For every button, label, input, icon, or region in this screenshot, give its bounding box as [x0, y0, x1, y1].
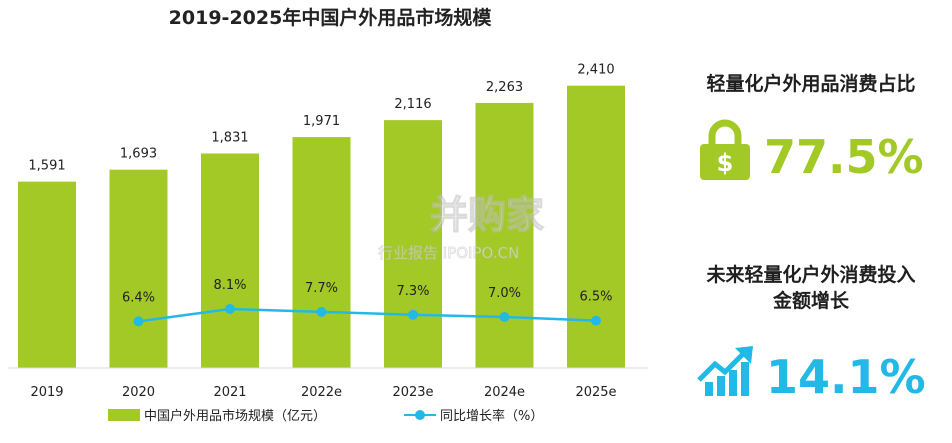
bar-2022e	[292, 137, 351, 368]
legend-line-marker	[415, 410, 425, 420]
bar-label-2025e: 2,410	[577, 63, 614, 78]
bar-label-2021: 1,831	[211, 131, 248, 146]
bar-2021	[201, 153, 259, 368]
growth-label-2023e: 7.3%	[396, 284, 429, 299]
growth-point-2021	[225, 303, 235, 314]
x-tick-2021: 2021	[213, 385, 246, 400]
x-tick-2020: 2020	[122, 385, 155, 400]
growth-point-2025e	[591, 315, 601, 326]
watermark-sub: 行业报告 IPOIPO.CN	[378, 244, 519, 262]
growth-arrow-icon	[697, 346, 753, 396]
bar-labels-group: 1,591 1,693 1,831 1,971 2,116 2,263 2,410	[28, 63, 614, 174]
bar-2019	[18, 181, 76, 368]
bar-label-2019: 1,591	[28, 159, 65, 174]
bar-2023e	[384, 120, 442, 368]
stat2-title-line1: 未来轻量化户外消费投入	[706, 264, 916, 286]
legend-bar-swatch	[108, 409, 140, 421]
x-tick-labels-group: 2019 2020 2021 2022e 2023e 2024e 2025e	[30, 385, 616, 400]
x-tick-2022e: 2022e	[301, 385, 342, 400]
growth-point-2023e	[408, 309, 418, 320]
legend: 中国户外用品市场规模（亿元） 同比增长率（%）	[108, 408, 543, 424]
bars-group	[18, 85, 625, 369]
bar-label-2024e: 2,263	[486, 80, 523, 95]
x-tick-2019: 2019	[30, 385, 63, 400]
growth-point-2022e	[316, 306, 327, 317]
watermark: 并购家 行业报告 IPOIPO.CN	[378, 192, 545, 262]
legend-line-label: 同比增长率（%）	[440, 408, 543, 424]
watermark-brand: 并购家	[430, 193, 544, 237]
growth-label-2022e: 7.7%	[305, 281, 338, 296]
padlock-dollar-icon: $	[700, 119, 750, 180]
chart-title: 2019-2025年中国户外用品市场规模	[169, 6, 493, 29]
growth-label-2020: 6.4%	[122, 290, 155, 305]
stat2-value: 14.1%	[766, 350, 926, 404]
bar-2024e	[475, 102, 534, 369]
growth-point-2024e	[499, 311, 510, 322]
x-tick-2024e: 2024e	[484, 385, 525, 400]
bar-2020	[109, 169, 168, 368]
growth-label-2025e: 6.5%	[579, 290, 612, 305]
svg-text:$: $	[717, 149, 734, 177]
bar-label-2023e: 2,116	[394, 97, 431, 112]
chart: 2019-2025年中国户外用品市场规模 1,591 1,693 1,831 1,97…	[8, 6, 648, 424]
bar-label-2022e: 1,971	[303, 114, 340, 129]
stat1-title: 轻量化户外用品消费占比	[706, 73, 916, 95]
bar-label-2020: 1,693	[120, 147, 157, 162]
growth-point-2020	[133, 316, 144, 327]
growth-line-group: 6.4% 8.1% 7.7% 7.3% 7.0% 6.5%	[122, 278, 613, 327]
x-tick-2025e: 2025e	[575, 385, 616, 400]
legend-bar-label: 中国户外用品市场规模（亿元）	[144, 408, 326, 424]
x-tick-2023e: 2023e	[392, 385, 433, 400]
growth-label-2021: 8.1%	[213, 278, 246, 293]
stat2-title-line2: 金额增长	[772, 290, 849, 312]
stat1-value: 77.5%	[764, 130, 924, 184]
growth-label-2024e: 7.0%	[488, 286, 521, 301]
bar-2025e	[567, 85, 625, 368]
growth-line	[138, 307, 597, 323]
